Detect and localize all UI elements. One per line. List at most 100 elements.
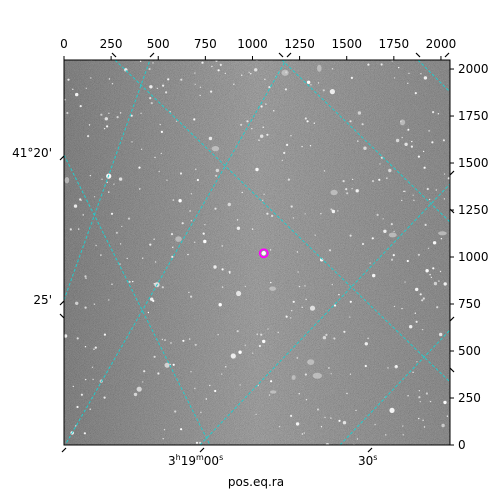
star [441,423,445,428]
galaxy [64,177,70,184]
star [401,307,403,310]
wcs-tick [149,52,155,58]
star [255,167,259,172]
star [383,229,387,233]
star [387,367,389,369]
pixel-axis-ticks: 0 250 500 750 1000 1250 1500 1750 2000 0 250 500 750… [59,37,489,453]
star [322,336,327,340]
star [157,372,160,375]
star [268,86,271,89]
star [258,344,261,348]
star [199,86,202,89]
star [64,334,68,338]
star [278,425,281,428]
star [210,90,213,93]
star [407,128,410,131]
star [439,332,443,337]
star [88,124,91,126]
star [357,140,359,142]
star [87,135,90,138]
star [431,141,434,144]
star [390,258,394,261]
star [163,429,166,431]
star [221,373,223,375]
wcs-tick [286,52,292,58]
star [188,338,191,340]
star [256,333,258,335]
star [337,210,339,212]
star [221,268,224,271]
star [393,230,395,233]
star [203,239,207,244]
star [428,198,431,201]
star [304,373,307,376]
star [422,419,424,421]
star [328,249,332,252]
grid-line [339,329,450,445]
wcs-tick [111,52,117,58]
star [236,226,241,230]
star [108,112,110,115]
star [133,392,138,397]
star [404,142,408,146]
star [414,92,417,95]
star [429,400,432,403]
star [430,276,433,279]
star [172,363,175,366]
star [200,411,202,413]
star [333,337,336,340]
star [84,306,87,309]
star [190,371,192,373]
star [393,77,396,79]
star [323,170,326,172]
star [154,156,156,159]
star [320,213,322,215]
ra-tick-label-2: 30s [358,453,377,468]
star [194,241,196,243]
wcs-tick [367,447,373,453]
star [292,300,295,303]
star [392,254,395,257]
star [349,373,352,375]
star [364,342,368,346]
star [404,190,406,192]
star [304,117,307,120]
star [80,393,83,396]
star [73,204,78,208]
star [328,367,330,369]
star [422,297,425,300]
star [268,394,271,396]
star [290,414,293,417]
star [270,380,273,383]
star [175,120,178,123]
star [241,191,243,194]
star [241,74,243,76]
star [412,371,414,373]
star [89,174,92,177]
top-tick-label: 1500 [331,37,362,51]
star [379,163,381,165]
star [142,257,144,259]
dec-tick-label-2: 25' [33,293,52,307]
star [374,423,376,426]
star [266,212,269,215]
star [194,343,197,346]
star [427,247,430,250]
star [330,417,332,419]
star [190,295,193,298]
star [82,214,84,216]
star [219,63,222,66]
star [172,246,174,248]
right-tick-label: 500 [458,344,481,358]
star [443,173,446,175]
star [139,188,141,190]
star [429,274,431,276]
star [127,217,131,220]
star [395,365,398,368]
star [403,190,405,193]
star [432,267,435,270]
star [433,281,438,286]
star [149,243,152,246]
star [331,283,333,286]
star [407,82,409,85]
